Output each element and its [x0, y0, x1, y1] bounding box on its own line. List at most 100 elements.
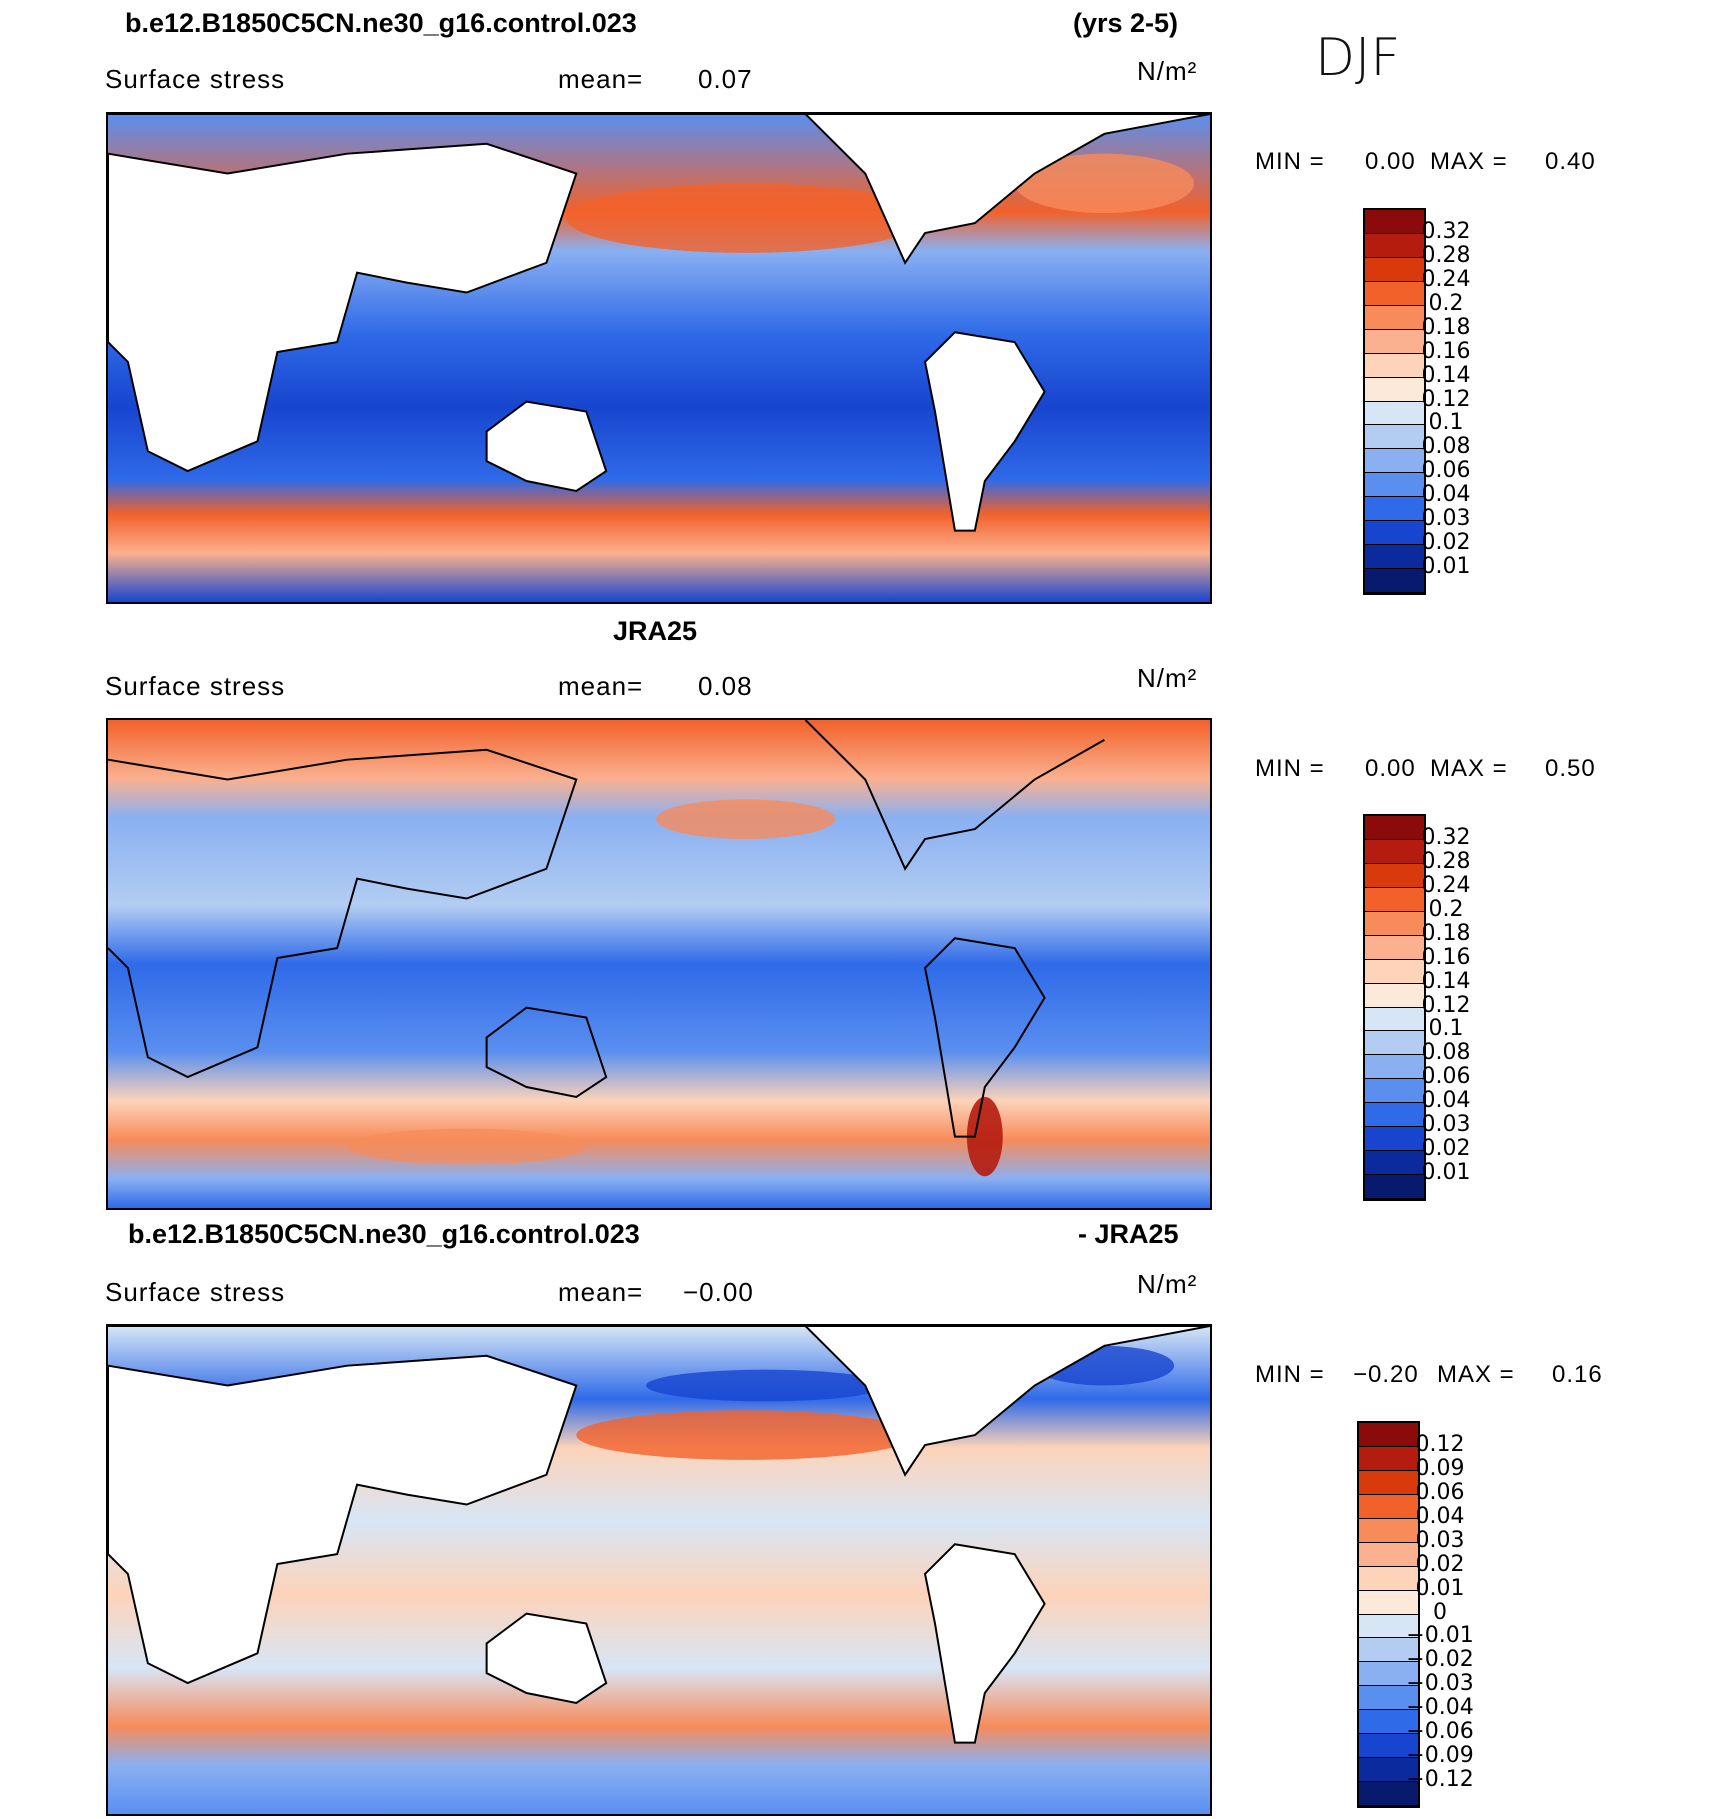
colorbar-tick-label: 0.03	[1415, 1527, 1465, 1553]
panel1-min-label: MIN =	[1255, 148, 1325, 175]
colorbar-cell	[1365, 1055, 1424, 1080]
colorbar-tick-label: −0.12	[1406, 1767, 1474, 1793]
colorbar-cell	[1365, 377, 1424, 402]
colorbar-tick-label: 0.32	[1421, 824, 1471, 850]
colorbar-cell	[1359, 1758, 1418, 1783]
colorbar-tick-label: 0.02	[1415, 1551, 1465, 1577]
colorbar-tick-label: −0.03	[1406, 1671, 1474, 1697]
colorbar-cell	[1365, 863, 1424, 888]
colorbar-tick-label: 0.1	[1428, 410, 1464, 436]
colorbar-tick-label: 0.18	[1421, 920, 1471, 946]
panel3-min-label: MIN =	[1255, 1361, 1325, 1388]
colorbar-cell	[1365, 329, 1424, 354]
colorbar-tick-label: 0.04	[1421, 1088, 1471, 1114]
colorbar-tick-label: −0.06	[1406, 1719, 1474, 1745]
colorbar-tick-label: 0.28	[1421, 242, 1471, 268]
panel2-units: N/m²	[1137, 663, 1198, 693]
colorbar-cell	[1359, 1518, 1418, 1543]
panel1-max-label: MAX =	[1430, 148, 1508, 175]
colorbar-cell	[1359, 1782, 1418, 1806]
colorbar-tick-label: 0.2	[1428, 290, 1464, 316]
colorbar-tick-label: −0.02	[1406, 1647, 1474, 1673]
colorbar-cell	[1359, 1614, 1418, 1639]
panel1-variable: Surface stress	[105, 64, 286, 94]
colorbar-tick-label: 0.03	[1421, 506, 1471, 532]
colorbar-tick-label: 0.04	[1415, 1503, 1465, 1529]
colorbar-cell	[1365, 569, 1424, 593]
panel1-title-left: b.e12.B1850C5CN.ne30_g16.control.023	[125, 8, 637, 38]
colorbar-tick-label: 0.14	[1421, 968, 1471, 994]
colorbar-tick-label: 0.28	[1421, 848, 1471, 874]
colorbar-cell	[1365, 473, 1424, 498]
colorbar-cell	[1365, 983, 1424, 1008]
colorbar-cell	[1359, 1494, 1418, 1519]
colorbar-tick-label: 0.01	[1421, 554, 1471, 580]
colorbar-tick-label: 0.16	[1421, 944, 1471, 970]
panel2-min-label: MIN =	[1255, 755, 1325, 782]
colorbar-tick-label: −0.04	[1406, 1695, 1474, 1721]
colorbar-cell	[1365, 305, 1424, 330]
colorbar-tick-label: 0.32	[1421, 218, 1471, 244]
colorbar-cell	[1365, 1127, 1424, 1152]
panel3-title-left: b.e12.B1850C5CN.ne30_g16.control.023	[128, 1219, 640, 1249]
colorbar-tick-label: 0.2	[1428, 896, 1464, 922]
panel3-max-value: 0.16	[1552, 1361, 1603, 1388]
colorbar-tick-label: 0.24	[1421, 266, 1471, 292]
colorbar-tick-label: 0.06	[1415, 1479, 1465, 1505]
panel2-max-label: MAX =	[1430, 755, 1508, 782]
panel2-colorbar	[1363, 814, 1426, 1201]
colorbar-cell	[1365, 233, 1424, 258]
colorbar-tick-label: −0.09	[1406, 1743, 1474, 1769]
panel2-map	[106, 718, 1212, 1210]
colorbar-tick-label: 0.08	[1421, 434, 1471, 460]
colorbar-cell	[1365, 935, 1424, 960]
colorbar-cell	[1365, 449, 1424, 474]
colorbar-tick-label: 0	[1433, 1599, 1447, 1625]
colorbar-tick-label: 0.09	[1415, 1455, 1465, 1481]
season-label: DJF	[1315, 28, 1401, 88]
colorbar-cell	[1365, 425, 1424, 450]
colorbar-cell	[1365, 1007, 1424, 1032]
panel1-title-right: (yrs 2-5)	[1073, 8, 1179, 38]
colorbar-cell	[1365, 816, 1424, 840]
panel2-variable: Surface stress	[105, 671, 286, 701]
panel3-map	[106, 1324, 1212, 1816]
colorbar-tick-label: 0.24	[1421, 872, 1471, 898]
colorbar-cell	[1365, 1103, 1424, 1128]
colorbar-cell	[1359, 1686, 1418, 1711]
panel1-max-value: 0.40	[1545, 148, 1596, 175]
colorbar-tick-label: 0.08	[1421, 1040, 1471, 1066]
colorbar-cell	[1359, 1590, 1418, 1615]
colorbar-cell	[1365, 210, 1424, 234]
colorbar-cell	[1359, 1423, 1418, 1447]
panel3-mean-label: mean=	[558, 1277, 644, 1307]
colorbar-tick-label: 0.04	[1421, 482, 1471, 508]
colorbar-tick-label: 0.02	[1421, 1136, 1471, 1162]
panel3-min-value: −0.20	[1353, 1361, 1419, 1388]
panel1-units: N/m²	[1137, 56, 1198, 86]
panel1-mean-value: 0.07	[698, 64, 753, 94]
colorbar-cell	[1365, 887, 1424, 912]
panel2-min-value: 0.00	[1365, 755, 1416, 782]
colorbar-tick-label: 0.12	[1421, 992, 1471, 1018]
panel3-title-right: - JRA25	[1078, 1219, 1179, 1249]
colorbar-cell	[1365, 1151, 1424, 1176]
colorbar-cell	[1365, 497, 1424, 522]
colorbar-cell	[1365, 1079, 1424, 1104]
panel3-colorbar	[1357, 1421, 1420, 1808]
panel2-title-center: JRA25	[613, 616, 698, 646]
colorbar-cell	[1359, 1542, 1418, 1567]
colorbar-tick-label: 0.01	[1415, 1575, 1465, 1601]
panel3-variable: Surface stress	[105, 1277, 286, 1307]
colorbar-cell	[1359, 1734, 1418, 1759]
colorbar-cell	[1365, 1031, 1424, 1056]
panel3-units: N/m²	[1137, 1269, 1198, 1299]
panel1-colorbar	[1363, 208, 1426, 595]
colorbar-tick-label: 0.02	[1421, 530, 1471, 556]
panel2-mean-label: mean=	[558, 671, 644, 701]
colorbar-tick-label: 0.03	[1421, 1112, 1471, 1138]
colorbar-cell	[1365, 959, 1424, 984]
colorbar-cell	[1365, 353, 1424, 378]
colorbar-cell	[1359, 1470, 1418, 1495]
colorbar-tick-label: 0.16	[1421, 338, 1471, 364]
